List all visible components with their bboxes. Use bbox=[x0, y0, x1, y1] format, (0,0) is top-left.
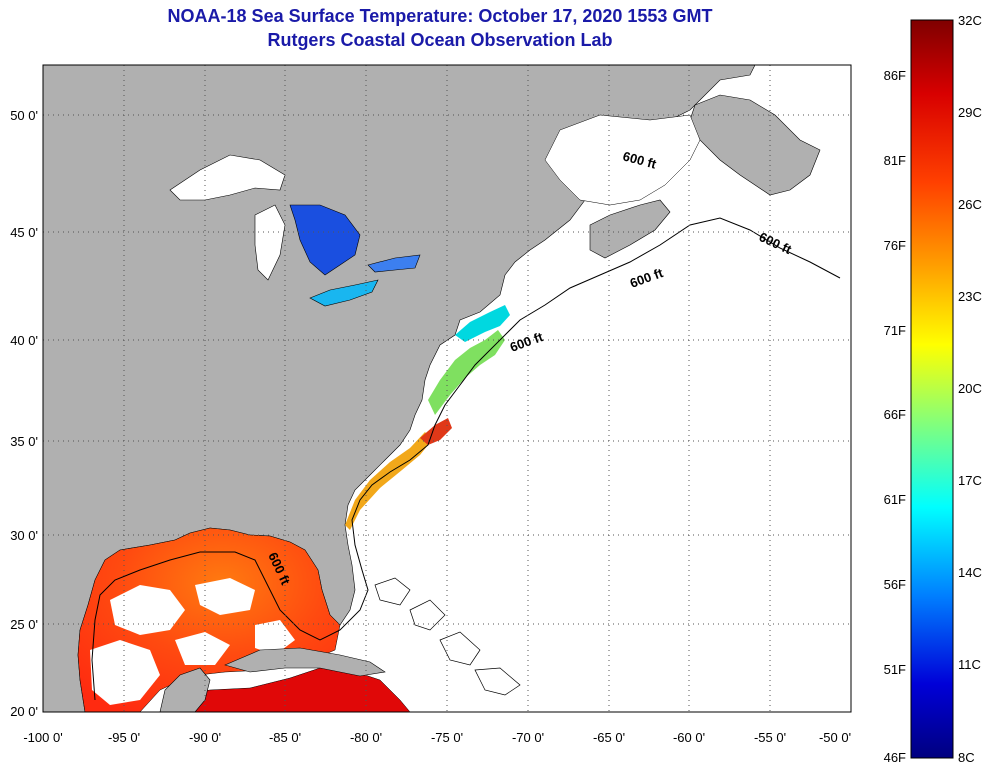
lat-label: 35 0' bbox=[10, 434, 38, 449]
lon-label: -55 0' bbox=[754, 730, 786, 745]
fahrenheit-label: 51F bbox=[884, 662, 906, 677]
fahrenheit-label: 86F bbox=[884, 68, 906, 83]
land-cuba bbox=[224, 647, 386, 677]
bahamas-outlines bbox=[374, 577, 521, 696]
lon-label: -50 0' bbox=[819, 730, 851, 745]
chart-subtitle: Rutgers Coastal Ocean Observation Lab bbox=[267, 30, 613, 50]
map-frame bbox=[42, 64, 852, 713]
lake-ontario bbox=[367, 254, 421, 273]
fahrenheit-label: 76F bbox=[884, 238, 906, 253]
celsius-label: 17C bbox=[958, 473, 982, 488]
celsius-label: 26C bbox=[958, 197, 982, 212]
gulf-cloud-cover bbox=[90, 578, 295, 705]
lon-label: -100 0' bbox=[23, 730, 62, 745]
st-lawrence-clouds bbox=[544, 114, 701, 206]
lake-erie bbox=[309, 279, 379, 307]
temperature-colorbar bbox=[910, 19, 954, 759]
celsius-label: 8C bbox=[958, 750, 975, 765]
celsius-label: 23C bbox=[958, 289, 982, 304]
fahrenheit-label: 66F bbox=[884, 407, 906, 422]
contour-600ft bbox=[91, 217, 841, 701]
coastal-sst-southeast bbox=[345, 432, 432, 530]
fahrenheit-label: 46F bbox=[884, 750, 906, 765]
land-nova-scotia bbox=[589, 199, 671, 259]
lon-label: -80 0' bbox=[350, 730, 382, 745]
lon-label: -85 0' bbox=[269, 730, 301, 745]
chart-title: NOAA-18 Sea Surface Temperature: October… bbox=[167, 6, 713, 26]
cape-hatteras-warm bbox=[420, 418, 452, 445]
lat-label: 45 0' bbox=[10, 225, 38, 240]
fahrenheit-label: 61F bbox=[884, 492, 906, 507]
celsius-label: 14C bbox=[958, 565, 982, 580]
lat-label: 25 0' bbox=[10, 617, 38, 632]
celsius-label: 32C bbox=[958, 13, 982, 28]
lon-label: -75 0' bbox=[431, 730, 463, 745]
celsius-label: 29C bbox=[958, 105, 982, 120]
lat-label: 20 0' bbox=[10, 704, 38, 719]
fahrenheit-label: 81F bbox=[884, 153, 906, 168]
lake-michigan bbox=[254, 204, 286, 281]
lat-label: 30 0' bbox=[10, 528, 38, 543]
lat-label: 40 0' bbox=[10, 333, 38, 348]
land-yucatan bbox=[159, 667, 211, 712]
lat-label: 50 0' bbox=[10, 108, 38, 123]
lon-label: -70 0' bbox=[512, 730, 544, 745]
celsius-label: 20C bbox=[958, 381, 982, 396]
lake-huron bbox=[289, 204, 361, 276]
coastal-sst-mid-atlantic bbox=[428, 330, 505, 415]
lon-label: -90 0' bbox=[189, 730, 221, 745]
lon-label: -65 0' bbox=[593, 730, 625, 745]
land-newfoundland bbox=[689, 94, 821, 196]
celsius-label: 11C bbox=[958, 657, 981, 672]
lon-label: -60 0' bbox=[673, 730, 705, 745]
coastal-sst-new-england bbox=[455, 305, 510, 342]
lon-label: -95 0' bbox=[108, 730, 140, 745]
fahrenheit-label: 56F bbox=[884, 577, 906, 592]
fahrenheit-label: 71F bbox=[884, 323, 906, 338]
lake-superior bbox=[169, 154, 286, 201]
